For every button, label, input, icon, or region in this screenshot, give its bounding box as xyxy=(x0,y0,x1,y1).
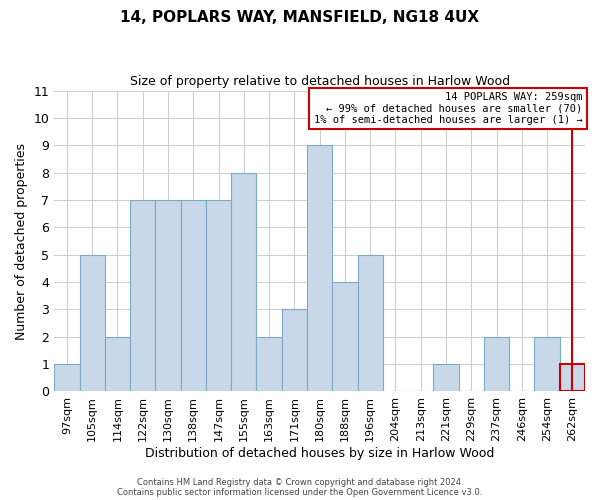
Bar xyxy=(282,310,307,392)
Bar xyxy=(155,200,181,392)
Y-axis label: Number of detached properties: Number of detached properties xyxy=(15,142,28,340)
Bar xyxy=(256,336,282,392)
Bar xyxy=(231,172,256,392)
Bar xyxy=(535,336,560,392)
Bar xyxy=(332,282,358,392)
Bar xyxy=(105,336,130,392)
Bar xyxy=(484,336,509,392)
Title: Size of property relative to detached houses in Harlow Wood: Size of property relative to detached ho… xyxy=(130,75,510,88)
Text: 14 POPLARS WAY: 259sqm
← 99% of detached houses are smaller (70)
1% of semi-deta: 14 POPLARS WAY: 259sqm ← 99% of detached… xyxy=(314,92,583,126)
Bar xyxy=(307,146,332,392)
Bar xyxy=(358,254,383,392)
Bar xyxy=(80,254,105,392)
Bar xyxy=(181,200,206,392)
Bar xyxy=(130,200,155,392)
Bar xyxy=(206,200,231,392)
Bar xyxy=(54,364,80,392)
Text: Contains HM Land Registry data © Crown copyright and database right 2024.
Contai: Contains HM Land Registry data © Crown c… xyxy=(118,478,482,497)
Text: 14, POPLARS WAY, MANSFIELD, NG18 4UX: 14, POPLARS WAY, MANSFIELD, NG18 4UX xyxy=(121,10,479,25)
Bar xyxy=(560,364,585,392)
X-axis label: Distribution of detached houses by size in Harlow Wood: Distribution of detached houses by size … xyxy=(145,447,494,460)
Bar xyxy=(433,364,458,392)
